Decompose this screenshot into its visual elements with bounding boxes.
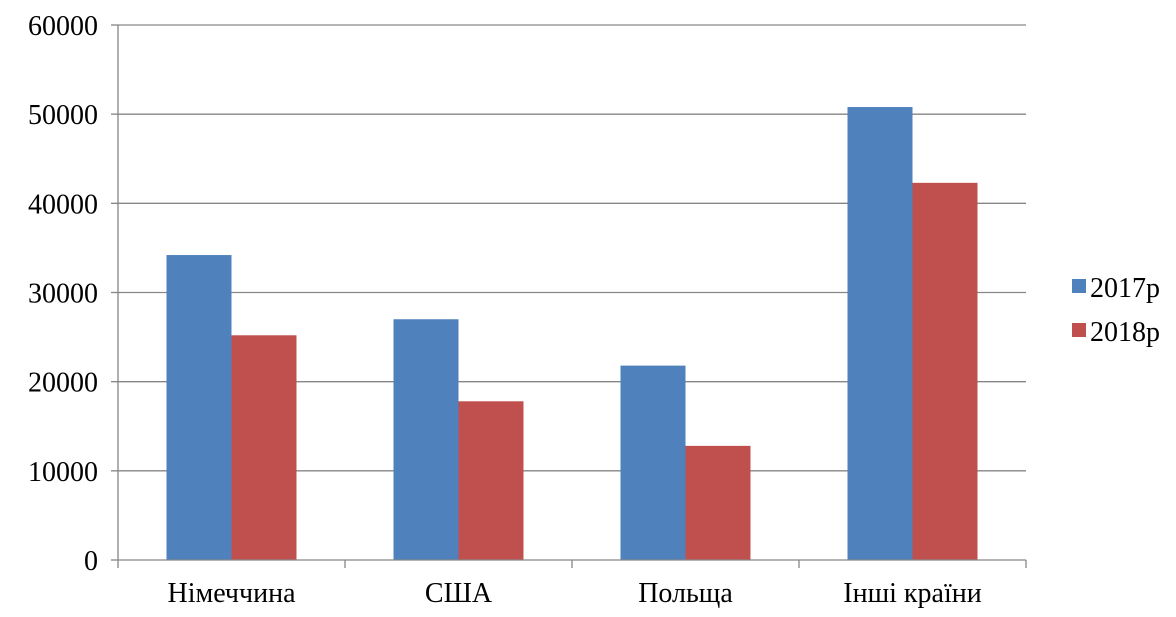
x-category-label: Польща	[638, 578, 733, 609]
x-category-label: США	[425, 578, 493, 609]
legend-label: 2018р	[1090, 317, 1160, 348]
x-category-label: Німеччина	[167, 578, 296, 609]
bar-2018р-Польща	[685, 445, 751, 560]
bar-2018р-Інші країни	[912, 182, 978, 560]
legend-swatch-2018р	[1072, 323, 1086, 337]
y-tick-label: 50000	[28, 100, 98, 131]
x-category-label: Інші країни	[843, 578, 981, 609]
y-tick-label: 0	[84, 546, 98, 577]
bar-2017р-Німеччина	[166, 255, 232, 561]
y-tick-label: 20000	[28, 368, 98, 399]
bars	[166, 107, 978, 561]
y-tick-label: 60000	[28, 11, 98, 42]
bar-2017р-Інші країни	[847, 107, 913, 561]
bar-2017р-Польща	[620, 365, 686, 560]
bar-2017р-США	[393, 319, 459, 560]
legend-swatch-2017р	[1072, 279, 1086, 293]
legend-label: 2017р	[1090, 273, 1160, 304]
y-tick-label: 30000	[28, 279, 98, 310]
y-tick-label: 10000	[28, 457, 98, 488]
y-tick-label: 40000	[28, 189, 98, 220]
axes: 0 10000 20000 30000 40000 50000 60000 Німеччина…	[28, 11, 1027, 609]
legend: 2017р 2018р	[1072, 273, 1160, 348]
bar-2018р-США	[458, 401, 524, 560]
bar-2018р-Німеччина	[231, 335, 297, 560]
